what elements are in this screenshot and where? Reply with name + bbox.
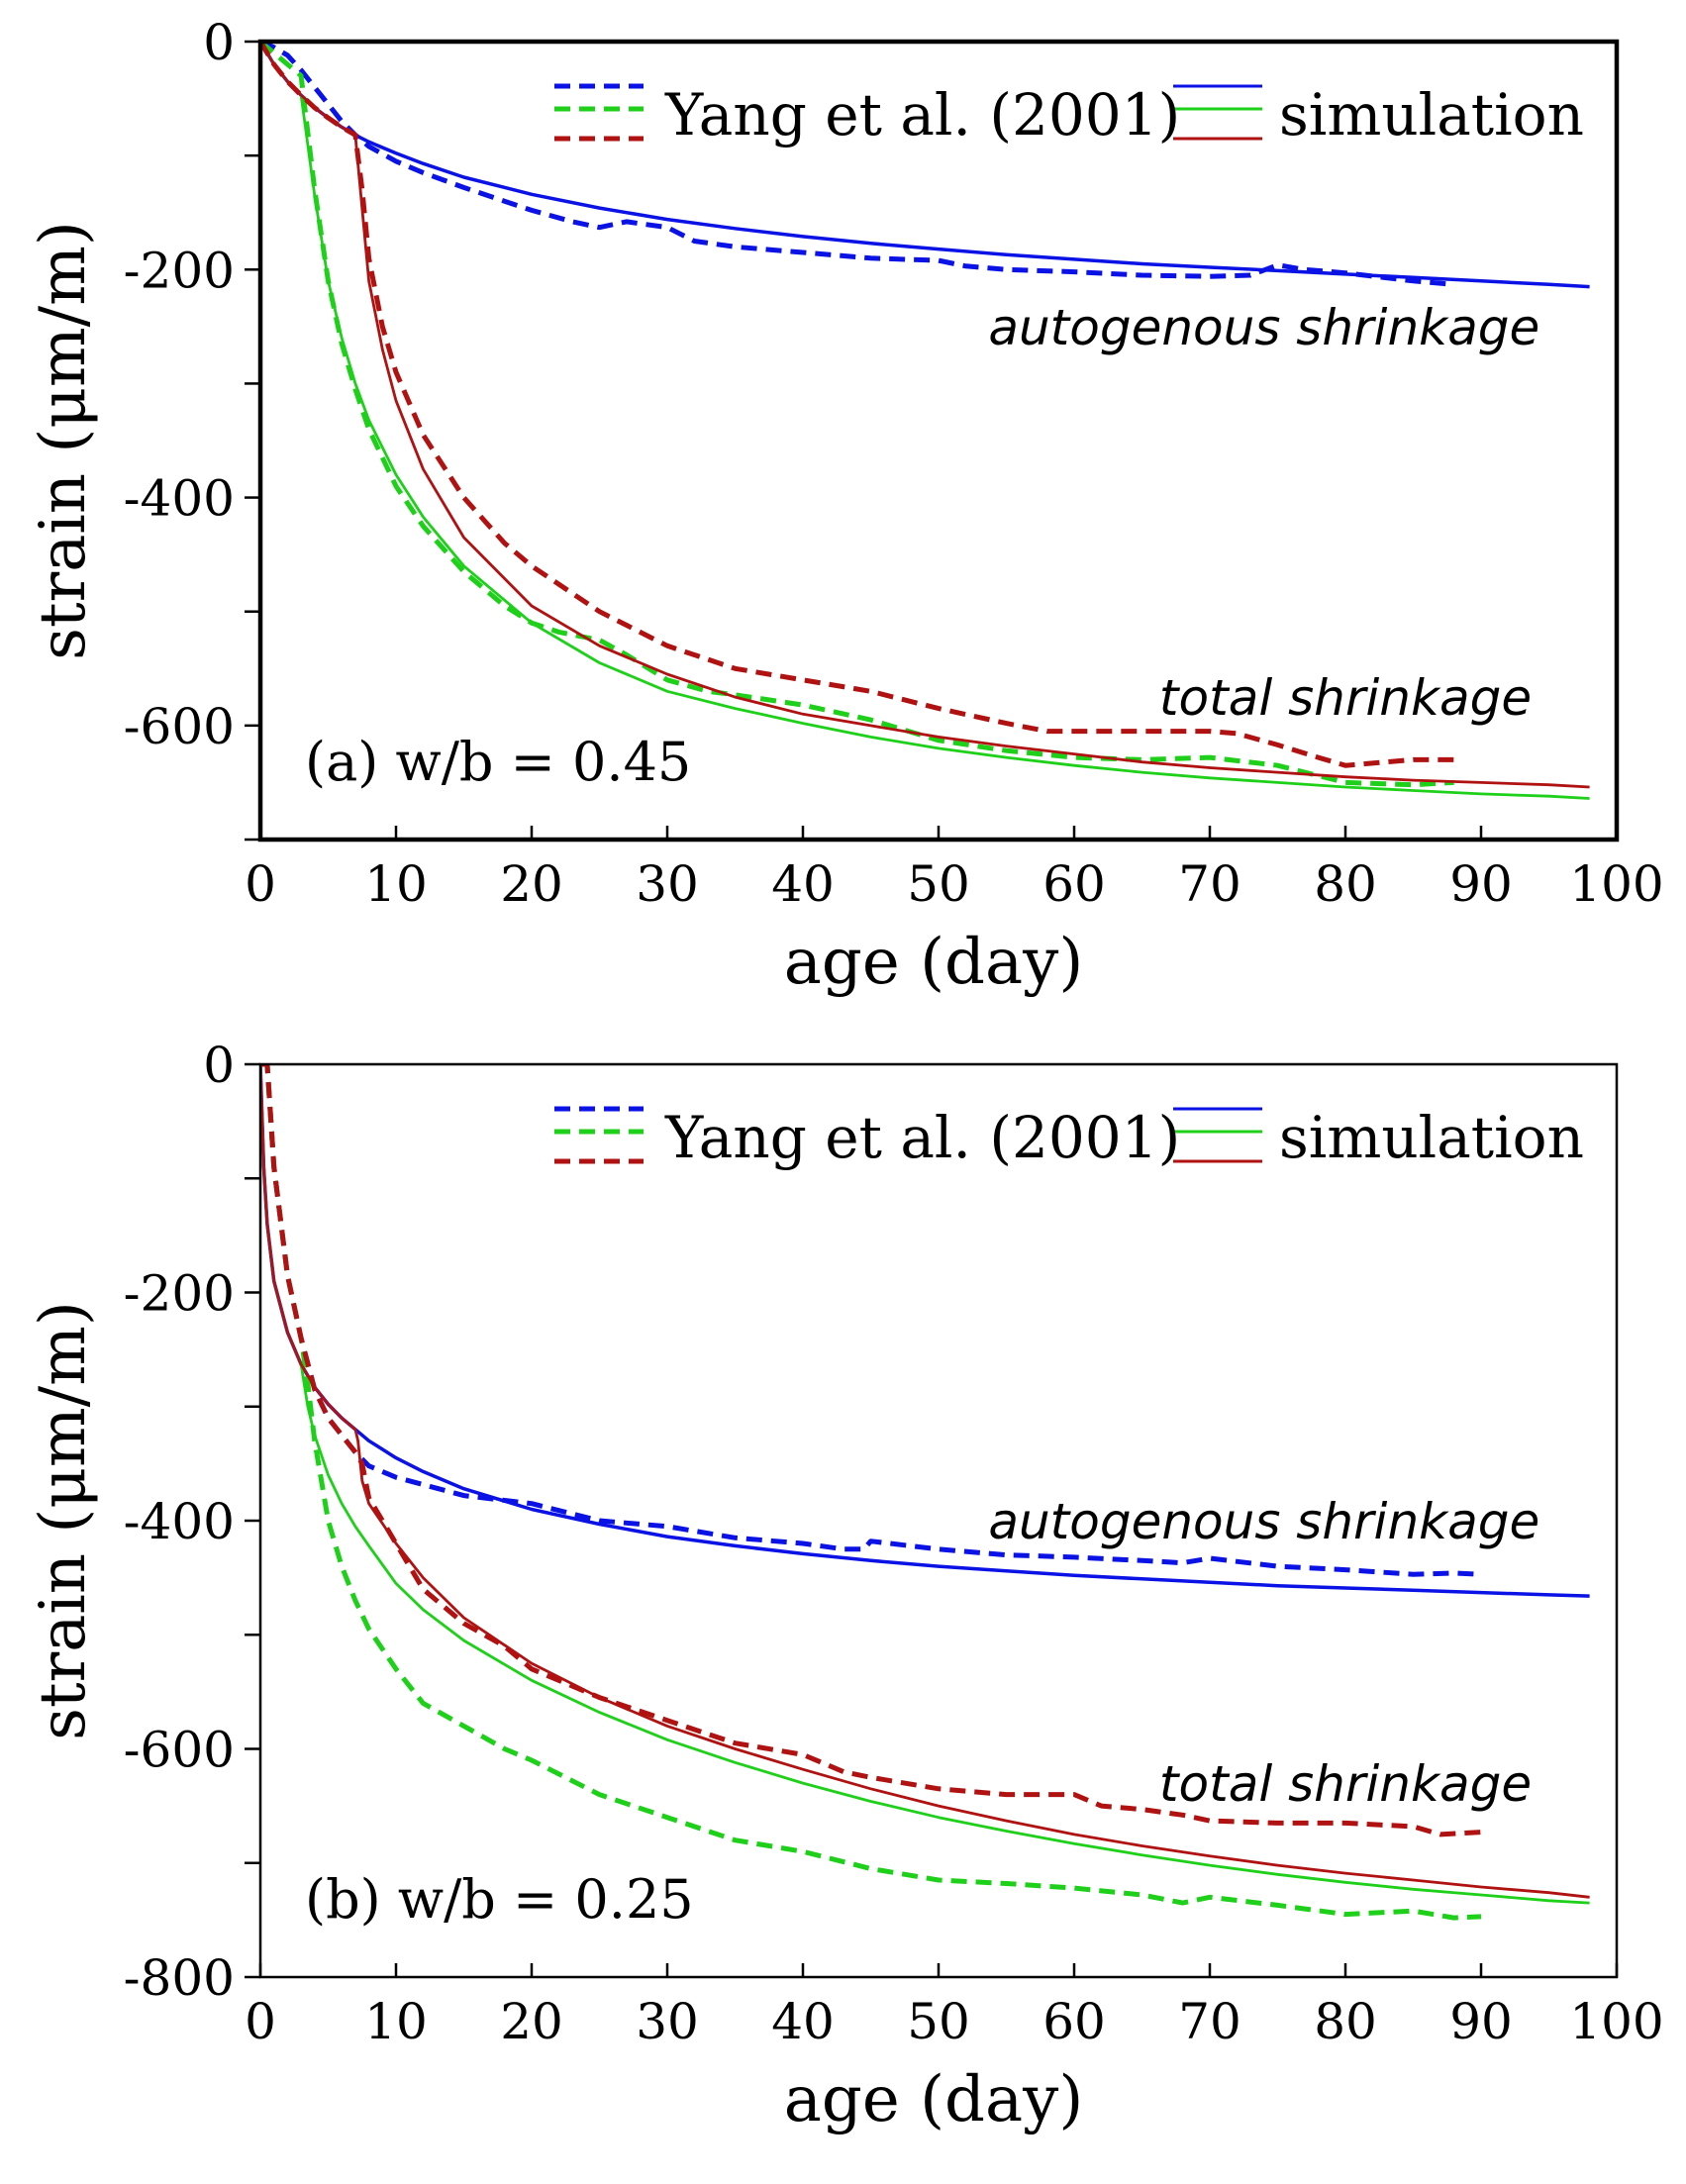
x-tick-label: 10 [364, 855, 428, 913]
x-tick-label: 80 [1314, 1993, 1377, 2050]
annotation-label: autogenous shrinkage [988, 299, 1539, 356]
series-line-total_b-solid [260, 42, 1590, 789]
y-axis-title: strain (μm/m) [27, 1301, 100, 1740]
series-group [260, 42, 1590, 800]
series-line-total_b-solid [260, 1064, 1590, 1899]
x-tick-label: 30 [636, 1993, 699, 2050]
x-tick-label: 20 [500, 855, 563, 913]
series-line-total_a-solid [260, 1064, 1590, 1905]
annotation-label: total shrinkage [1159, 1755, 1532, 1813]
x-axis-title: age (day) [784, 926, 1084, 999]
x-tick-label: 60 [1042, 1993, 1106, 2050]
series-line-total_a-solid [260, 42, 1590, 800]
legend-label-simulation: simulation [1279, 1104, 1584, 1171]
x-tick-label: 10 [364, 1993, 428, 2050]
series-group [260, 1064, 1590, 1921]
x-tick-label: 100 [1569, 1993, 1663, 2050]
series-line-total_b-dashed [260, 1064, 1482, 1837]
y-axis-title: strain (μm/m) [27, 221, 100, 660]
x-tick-label: 0 [245, 1993, 276, 2050]
legend: Yang et al. (2001) simulation [554, 81, 1584, 149]
x-tick-label: 50 [907, 855, 970, 913]
y-tick-label: -600 [124, 698, 235, 755]
y-tick-label: -600 [124, 1722, 235, 1779]
legend-label-experiment: Yang et al. (2001) [664, 1104, 1180, 1171]
y-tick-label: -400 [124, 1493, 235, 1550]
x-tick-label: 90 [1449, 855, 1513, 913]
panel-b: 0 10 20 30 40 50 60 70 80 90 100 0 -200 -400 -600 -800 a… [27, 1037, 1664, 2136]
x-axis-title: age (day) [784, 2063, 1084, 2136]
x-tick-label: 100 [1569, 855, 1663, 913]
y-tick-label: -800 [124, 1949, 235, 2007]
x-tick-label: 80 [1314, 855, 1377, 913]
y-tick-label: 0 [203, 14, 235, 71]
panel-label: (b) w/b = 0.25 [305, 1868, 694, 1931]
x-tick-label: 70 [1178, 1993, 1241, 2050]
annotation-label: total shrinkage [1159, 669, 1532, 727]
x-tick-label: 40 [771, 855, 835, 913]
x-tick-label: 60 [1042, 855, 1106, 913]
annotation-label: autogenous shrinkage [988, 1493, 1539, 1550]
series-line-total_a-dashed [260, 1064, 1482, 1921]
y-tick-label: 0 [203, 1037, 235, 1094]
x-tick-label: 0 [245, 855, 276, 913]
panel-label: (a) w/b = 0.45 [305, 731, 691, 793]
x-tick-label: 90 [1449, 1993, 1513, 2050]
x-tick-label: 30 [636, 855, 699, 913]
series-line-autogenous-solid [260, 42, 1590, 289]
panel-a: 0 10 20 30 40 50 60 70 80 90 100 0 -200 -400 -600 age (… [27, 14, 1664, 999]
series-line-autogenous-dashed [260, 42, 1454, 287]
series-line-total_b-dashed [260, 42, 1454, 768]
x-tick-label: 20 [500, 1993, 563, 2050]
y-tick-label: -200 [124, 1265, 235, 1323]
x-tick-label: 50 [907, 1993, 970, 2050]
y-tick-label: -400 [124, 470, 235, 528]
x-tick-label: 40 [771, 1993, 835, 2050]
legend-label-simulation: simulation [1279, 81, 1584, 149]
x-tick-label: 70 [1178, 855, 1241, 913]
legend: Yang et al. (2001) simulation [554, 1104, 1584, 1171]
legend-label-experiment: Yang et al. (2001) [664, 81, 1180, 149]
y-tick-label: -200 [124, 242, 235, 299]
